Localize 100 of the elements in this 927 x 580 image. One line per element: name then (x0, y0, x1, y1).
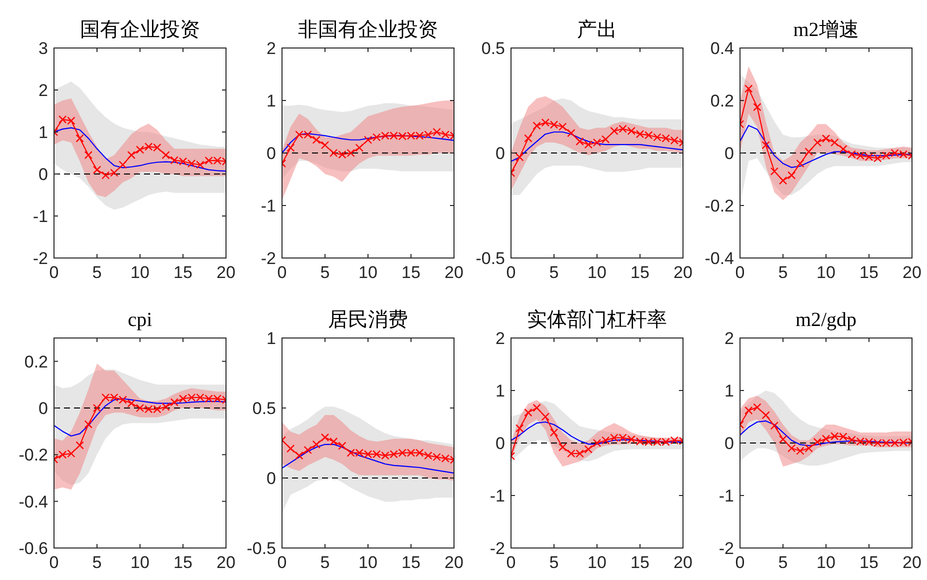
point (338, 442, 346, 450)
point (813, 138, 822, 147)
point (753, 102, 762, 112)
point (320, 141, 330, 150)
x-tick-label: 15 (174, 553, 192, 572)
x-tick-label: 15 (630, 553, 650, 572)
y-tick-label: 0.5 (252, 398, 276, 418)
y-tick-label: -1 (260, 196, 276, 216)
point (762, 141, 770, 150)
point (839, 144, 848, 154)
point (602, 135, 610, 144)
point (550, 428, 558, 437)
point (813, 438, 822, 446)
point (516, 424, 524, 432)
point (355, 144, 364, 152)
x-tick-label: 20 (902, 263, 922, 282)
y-tick-label: 1 (496, 381, 505, 400)
y-tick-label: 0 (266, 468, 276, 488)
x-tick-label: 5 (320, 553, 330, 572)
point (584, 445, 592, 454)
point (532, 122, 541, 130)
line-series (54, 398, 226, 437)
point (84, 151, 92, 160)
x-tick-label: 20 (444, 553, 464, 572)
y-tick-label: 0 (496, 144, 505, 163)
x-tick-label: 10 (358, 263, 378, 282)
x-tick-label: 10 (816, 553, 836, 572)
line-series (54, 127, 226, 172)
point (136, 146, 144, 154)
y-tick-label: -0.4 (704, 248, 734, 268)
y-tick-label: -2 (32, 248, 48, 268)
point (567, 128, 576, 138)
y-tick-label: -0.5 (246, 538, 276, 558)
x-tick-label: 15 (402, 263, 420, 282)
y-tick-label: 1 (724, 381, 734, 400)
y-tick-label: 0 (724, 434, 734, 453)
x-tick-label: 10 (130, 263, 150, 282)
x-tick-label: 5 (778, 553, 788, 572)
x-tick-label: 10 (588, 553, 606, 572)
point (76, 134, 84, 142)
y-tick-label: 1 (266, 328, 276, 348)
x-tick-label: 15 (860, 263, 878, 282)
y-tick-label: 1 (266, 91, 276, 110)
y-tick-label: -2 (718, 538, 734, 558)
point (312, 440, 320, 448)
x-tick-label: 5 (320, 263, 330, 282)
y-tick-label: 0.4 (710, 38, 734, 58)
y-tick-label: -1 (490, 486, 505, 506)
chart-title: m2增速 (793, 19, 859, 41)
point (76, 441, 84, 450)
point (84, 420, 92, 428)
point (744, 406, 753, 415)
point (330, 438, 338, 446)
x-tick-label: 5 (92, 553, 102, 572)
x-tick-label: 20 (902, 553, 922, 572)
point (162, 151, 170, 160)
point (532, 404, 541, 412)
point (295, 452, 304, 460)
y-tick-label: -1 (32, 206, 48, 226)
point (744, 84, 753, 93)
line-series (511, 421, 683, 445)
point (92, 166, 102, 174)
y-tick-label: -0.6 (18, 538, 48, 558)
point (778, 176, 788, 185)
x-tick-label: 15 (860, 553, 878, 572)
x-tick-label: 15 (174, 263, 192, 282)
y-tick-label: -2 (490, 538, 505, 558)
point (753, 403, 762, 412)
y-tick-label: -0.2 (18, 446, 48, 465)
y-tick-label: -0.2 (704, 196, 734, 216)
y-tick-label: 2 (496, 328, 505, 348)
point (788, 171, 796, 180)
x-tick-label: 20 (444, 263, 464, 282)
y-tick-label: 0.2 (710, 91, 734, 110)
point (762, 411, 770, 420)
y-tick-label: 0 (38, 164, 48, 184)
y-tick-label: 3 (38, 38, 48, 58)
point (118, 160, 127, 169)
chart-title: m2/gdp (795, 309, 857, 331)
x-tick-label: 20 (216, 553, 236, 572)
point (558, 443, 567, 452)
chart-title: 居民消费 (328, 309, 408, 331)
x-tick-label: 15 (402, 553, 420, 572)
x-tick-label: 5 (549, 263, 559, 282)
point (524, 408, 532, 417)
point (92, 404, 102, 412)
y-tick-label: 0.2 (24, 352, 48, 372)
point (524, 134, 532, 142)
y-tick-label: -1 (718, 486, 734, 506)
chart-title: 产出 (577, 19, 617, 41)
y-tick-label: -0.5 (476, 248, 505, 268)
x-tick-label: 5 (778, 263, 788, 282)
x-tick-label: 5 (92, 263, 102, 282)
y-tick-label: 0 (38, 398, 48, 418)
point (127, 399, 136, 408)
y-tick-label: -2 (260, 248, 276, 268)
point (304, 446, 312, 454)
line-series (511, 131, 683, 162)
y-tick-label: 0 (724, 144, 734, 163)
point (576, 137, 584, 146)
